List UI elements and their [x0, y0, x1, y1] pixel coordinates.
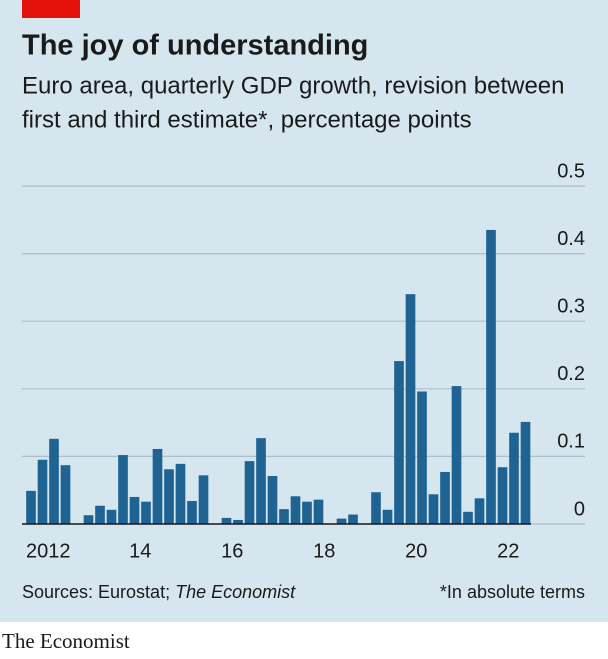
bar [486, 229, 496, 524]
x-tick-label: 16 [221, 540, 243, 562]
bar [256, 438, 266, 524]
bar [95, 505, 105, 524]
y-tick-label: 0.4 [557, 228, 585, 250]
bar [198, 475, 209, 524]
bar [244, 461, 255, 524]
bar [152, 448, 163, 524]
brand: The Economist [2, 629, 130, 653]
subtitle: Euro area, quarterly GDP growth, revisio… [22, 72, 565, 99]
bar [60, 465, 71, 524]
red-tag [22, 0, 80, 18]
y-tick-label: 0.1 [557, 431, 585, 453]
bar [474, 498, 485, 524]
footer-band [0, 622, 608, 659]
bar [141, 501, 151, 524]
bar [382, 509, 393, 524]
bar [336, 518, 347, 524]
bar [313, 499, 324, 524]
bar [37, 459, 48, 524]
bar [520, 421, 531, 524]
bar [26, 490, 36, 524]
bar [106, 509, 117, 524]
bar [290, 496, 301, 524]
y-tick-label: 0 [574, 498, 585, 520]
note: *In absolute terms [440, 582, 585, 602]
bar [221, 517, 232, 524]
bar [463, 511, 473, 524]
x-tick-label: 2012 [26, 540, 71, 562]
bar [175, 463, 186, 524]
bar [440, 471, 450, 524]
source-text: Sources: Eurostat; [22, 582, 170, 602]
bar [118, 455, 128, 524]
bar [371, 492, 381, 524]
bar [267, 476, 278, 524]
subtitle: first and third estimate*, percentage po… [22, 106, 472, 133]
bar [233, 519, 243, 524]
bar [451, 386, 462, 524]
bar [497, 467, 508, 524]
y-tick-label: 0.2 [557, 363, 585, 385]
y-tick-label: 0.3 [557, 295, 585, 317]
source-italic: The Economist [175, 582, 296, 602]
bar [187, 501, 197, 524]
bar [164, 469, 174, 524]
source: Sources: Eurostat; The Economist [22, 582, 296, 602]
chart-title: The joy of understanding [22, 30, 368, 62]
bar [428, 494, 439, 524]
bar [348, 514, 358, 524]
bar [405, 294, 416, 524]
bar [83, 515, 94, 524]
bar [394, 361, 404, 524]
bar [509, 432, 519, 524]
x-tick-label: 20 [405, 540, 427, 562]
y-tick-label: 0.5 [557, 160, 585, 182]
bar [417, 391, 427, 524]
bar [129, 496, 140, 524]
x-tick-label: 18 [313, 540, 335, 562]
x-tick-label: 22 [497, 540, 519, 562]
x-tick-label: 14 [129, 540, 151, 562]
bar [279, 509, 289, 524]
bar [302, 501, 312, 524]
bar [49, 438, 59, 524]
